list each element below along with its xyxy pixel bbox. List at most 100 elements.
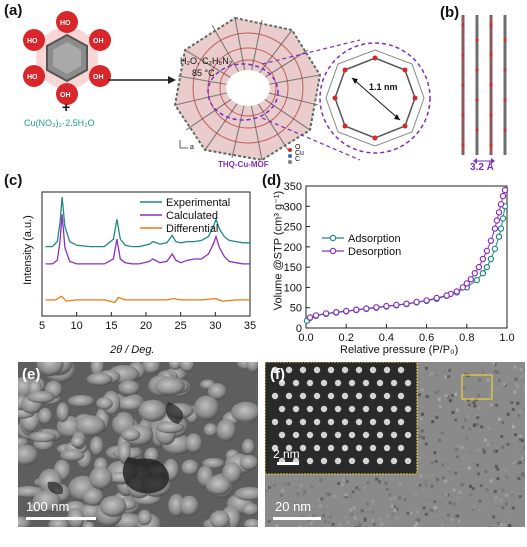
tem-noise-speck bbox=[384, 481, 388, 485]
chart-c-series-experimental bbox=[45, 196, 250, 248]
tem-noise-speck bbox=[469, 484, 472, 488]
chart-c-plot-area: 5 10 15 20 25 30 35 ExperimentalCalculatedDiffe… bbox=[39, 191, 256, 332]
tem-noise-speck bbox=[472, 506, 476, 510]
tem-noise-speck bbox=[467, 403, 471, 407]
tem-lattice-spot bbox=[390, 457, 398, 465]
tem-noise-speck bbox=[356, 513, 360, 517]
tem-lattice-spot bbox=[299, 444, 307, 452]
tem-noise-speck bbox=[378, 480, 382, 484]
tem-noise-speck bbox=[434, 459, 438, 463]
tem-noise-speck bbox=[516, 384, 520, 388]
tem-noise-speck bbox=[428, 508, 432, 512]
tem-noise-speck bbox=[466, 398, 470, 402]
sem-grain bbox=[242, 503, 258, 516]
tem-noise-speck bbox=[366, 481, 370, 484]
tem-noise-speck bbox=[415, 522, 419, 526]
tem-noise-speck bbox=[285, 502, 289, 506]
sem-image: 100 nm bbox=[18, 362, 258, 527]
tem-lattice-spot bbox=[327, 392, 335, 400]
sem-grain bbox=[181, 459, 199, 476]
sem-grain bbox=[86, 372, 113, 386]
tem-noise-speck bbox=[470, 450, 473, 454]
tem-noise-speck bbox=[496, 370, 499, 374]
tem-noise-speck bbox=[477, 472, 480, 476]
tem-noise-speck bbox=[348, 495, 352, 499]
tem-noise-speck bbox=[442, 369, 446, 373]
tem-noise-speck bbox=[476, 416, 480, 420]
tem-noise-speck bbox=[518, 461, 522, 464]
tem-noise-speck bbox=[492, 362, 496, 366]
chart-d-point-desorption bbox=[499, 192, 507, 200]
chart-d-ytick-label: 200 bbox=[284, 242, 302, 254]
tem-noise-speck bbox=[416, 400, 420, 404]
tem-noise-speck bbox=[472, 401, 476, 405]
tem-lattice-spot bbox=[299, 366, 307, 374]
tem-noise-speck bbox=[406, 511, 410, 515]
tem-noise-speck bbox=[497, 504, 501, 508]
pore-size-label: 1.1 nm bbox=[369, 82, 398, 92]
sem-grain bbox=[179, 362, 195, 372]
tem-noise-speck bbox=[486, 443, 490, 447]
tem-noise-speck bbox=[515, 446, 518, 450]
tem-lattice-spot bbox=[390, 405, 398, 413]
tem-noise-speck bbox=[433, 508, 437, 512]
tem-noise-speck bbox=[468, 427, 472, 431]
tem-noise-speck bbox=[299, 498, 303, 502]
chart-d-point-desorption bbox=[495, 209, 503, 216]
tem-noise-speck bbox=[463, 375, 466, 378]
atom-legend: O Cu C bbox=[295, 144, 304, 163]
chart-d-point-desorption bbox=[373, 304, 380, 311]
sem-grain bbox=[89, 466, 113, 490]
chart-d-point-adsorption bbox=[497, 225, 505, 232]
tem-noise-speck bbox=[501, 489, 505, 492]
tem-noise-speck bbox=[514, 377, 518, 381]
tem-noise-speck bbox=[372, 522, 376, 526]
chart-c-series-differential bbox=[45, 295, 250, 304]
tem-noise-speck bbox=[372, 498, 375, 502]
sem-grain bbox=[120, 428, 141, 441]
tem-noise-speck bbox=[441, 463, 445, 467]
sem-grain bbox=[194, 395, 220, 421]
chart-d-ytick-label: 100 bbox=[284, 282, 302, 294]
chart-c-xtick-label: 5 bbox=[39, 320, 45, 332]
tem-noise-speck bbox=[493, 450, 497, 454]
tem-noise-speck bbox=[524, 510, 525, 514]
panel-label-f: (f) bbox=[270, 366, 285, 383]
tem-noise-speck bbox=[513, 365, 517, 369]
tem-noise-speck bbox=[509, 514, 513, 518]
tem-noise-speck bbox=[452, 502, 456, 506]
tem-noise-speck bbox=[510, 493, 514, 497]
tem-noise-speck bbox=[391, 512, 395, 516]
tem-noise-speck bbox=[505, 502, 508, 506]
tem-noise-speck bbox=[443, 491, 447, 495]
tem-noise-speck bbox=[450, 393, 454, 397]
chart-d-point-desorption bbox=[491, 225, 499, 232]
tem-noise-speck bbox=[493, 489, 497, 493]
tem-noise-speck bbox=[420, 412, 424, 416]
tem-noise-speck bbox=[485, 488, 489, 492]
tem-noise-speck bbox=[417, 381, 421, 385]
tem-noise-speck bbox=[434, 510, 438, 514]
tem-noise-speck bbox=[342, 478, 346, 482]
tem-lattice-spot bbox=[278, 405, 286, 413]
chart-d-xtick-label: 0.2 bbox=[339, 332, 354, 344]
tem-noise-speck bbox=[435, 515, 439, 519]
tem-lattice-spot bbox=[271, 366, 279, 374]
tem-noise-speck bbox=[267, 519, 271, 523]
tem-noise-speck bbox=[512, 425, 515, 429]
tem-noise-speck bbox=[419, 474, 423, 478]
tem-lattice-spot bbox=[369, 366, 377, 374]
tem-noise-speck bbox=[371, 502, 375, 506]
tem-noise-speck bbox=[273, 484, 277, 487]
panel-b-layers bbox=[461, 15, 507, 164]
tem-noise-speck bbox=[495, 449, 498, 453]
tem-noise-speck bbox=[423, 480, 427, 484]
chart-d-xtick-label: 1.0 bbox=[499, 332, 514, 344]
sem-grain bbox=[216, 419, 236, 442]
tem-noise-speck bbox=[322, 514, 326, 518]
sem-grain bbox=[239, 454, 258, 471]
chart-c-xtick-label: 30 bbox=[209, 320, 221, 332]
tem-noise-speck bbox=[419, 417, 423, 421]
sem-grain bbox=[82, 521, 95, 527]
tem-noise-speck bbox=[495, 403, 499, 407]
